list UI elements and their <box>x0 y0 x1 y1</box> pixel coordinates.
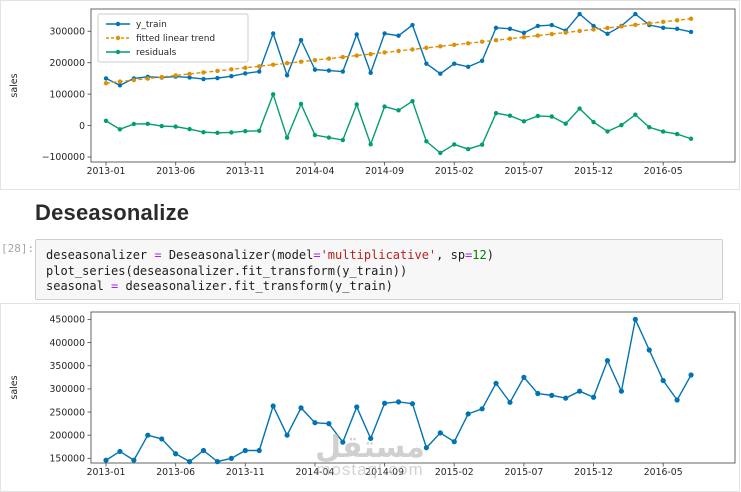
svg-text:2015-12: 2015-12 <box>574 467 613 478</box>
svg-text:2016-05: 2016-05 <box>644 166 683 177</box>
svg-text:2015-02: 2015-02 <box>435 166 474 177</box>
svg-text:2015-02: 2015-02 <box>435 467 474 478</box>
svg-text:2013-01: 2013-01 <box>87 166 126 177</box>
svg-text:450000: 450000 <box>50 315 86 326</box>
trend-chart-figure: −100000 0 100000 200000 300000 2013-01 2013-06… <box>0 0 740 190</box>
deseasonalized-chart-figure: 150000 200000 250000 300000 350000 400000 4500… <box>0 303 740 492</box>
section-heading: Deseasonalize <box>35 200 190 225</box>
svg-text:sales: sales <box>9 73 20 97</box>
svg-text:fitted linear trend: fitted linear trend <box>136 34 215 44</box>
svg-text:2013-11: 2013-11 <box>226 166 265 177</box>
svg-text:2014-09: 2014-09 <box>365 166 404 177</box>
svg-text:300000: 300000 <box>50 27 86 38</box>
code-editor[interactable]: deseasonalizer = Deseasonalizer(model='m… <box>46 248 494 293</box>
svg-text:200000: 200000 <box>50 430 86 441</box>
svg-text:250000: 250000 <box>50 407 86 418</box>
svg-text:150000: 150000 <box>50 454 86 465</box>
cell-prompt: [28]: <box>1 242 35 255</box>
svg-text:2015-12: 2015-12 <box>574 166 613 177</box>
svg-text:−100000: −100000 <box>42 152 85 163</box>
svg-text:100000: 100000 <box>50 89 86 100</box>
deseasonalized-chart-canvas: 150000 200000 250000 300000 350000 400000 4500… <box>9 311 736 478</box>
code-cell[interactable]: deseasonalizer = Deseasonalizer(model='m… <box>35 239 723 300</box>
svg-text:2013-11: 2013-11 <box>226 467 265 478</box>
svg-text:300000: 300000 <box>50 384 86 395</box>
svg-text:2013-06: 2013-06 <box>156 166 195 177</box>
svg-text:0: 0 <box>79 121 85 132</box>
svg-text:2014-04: 2014-04 <box>296 166 335 177</box>
svg-text:sales: sales <box>9 375 20 399</box>
svg-text:2015-07: 2015-07 <box>504 166 543 177</box>
svg-text:400000: 400000 <box>50 338 86 349</box>
svg-text:y_train: y_train <box>136 20 167 30</box>
svg-text:2014-09: 2014-09 <box>365 467 404 478</box>
svg-text:2016-05: 2016-05 <box>644 467 683 478</box>
svg-text:350000: 350000 <box>50 361 86 372</box>
svg-text:2015-07: 2015-07 <box>504 467 543 478</box>
svg-text:2013-06: 2013-06 <box>156 467 195 478</box>
svg-text:200000: 200000 <box>50 58 86 69</box>
svg-text:2013-01: 2013-01 <box>87 467 126 478</box>
svg-text:2014-04: 2014-04 <box>296 467 335 478</box>
svg-text:residuals: residuals <box>136 48 177 58</box>
trend-chart-canvas: −100000 0 100000 200000 300000 2013-01 2013-06… <box>9 8 736 177</box>
